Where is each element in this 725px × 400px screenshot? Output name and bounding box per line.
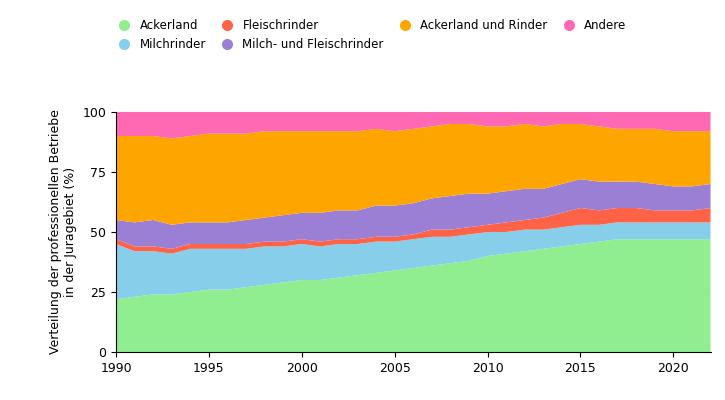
Legend: Ackerland, Milchrinder, Fleischrinder, Milch- und Fleischrinder, Ackerland und R: Ackerland, Milchrinder, Fleischrinder, M… <box>110 17 629 54</box>
Y-axis label: Verteilung der professionellen Betriebe
in der Juragebiet (%): Verteilung der professionellen Betriebe … <box>49 110 77 354</box>
